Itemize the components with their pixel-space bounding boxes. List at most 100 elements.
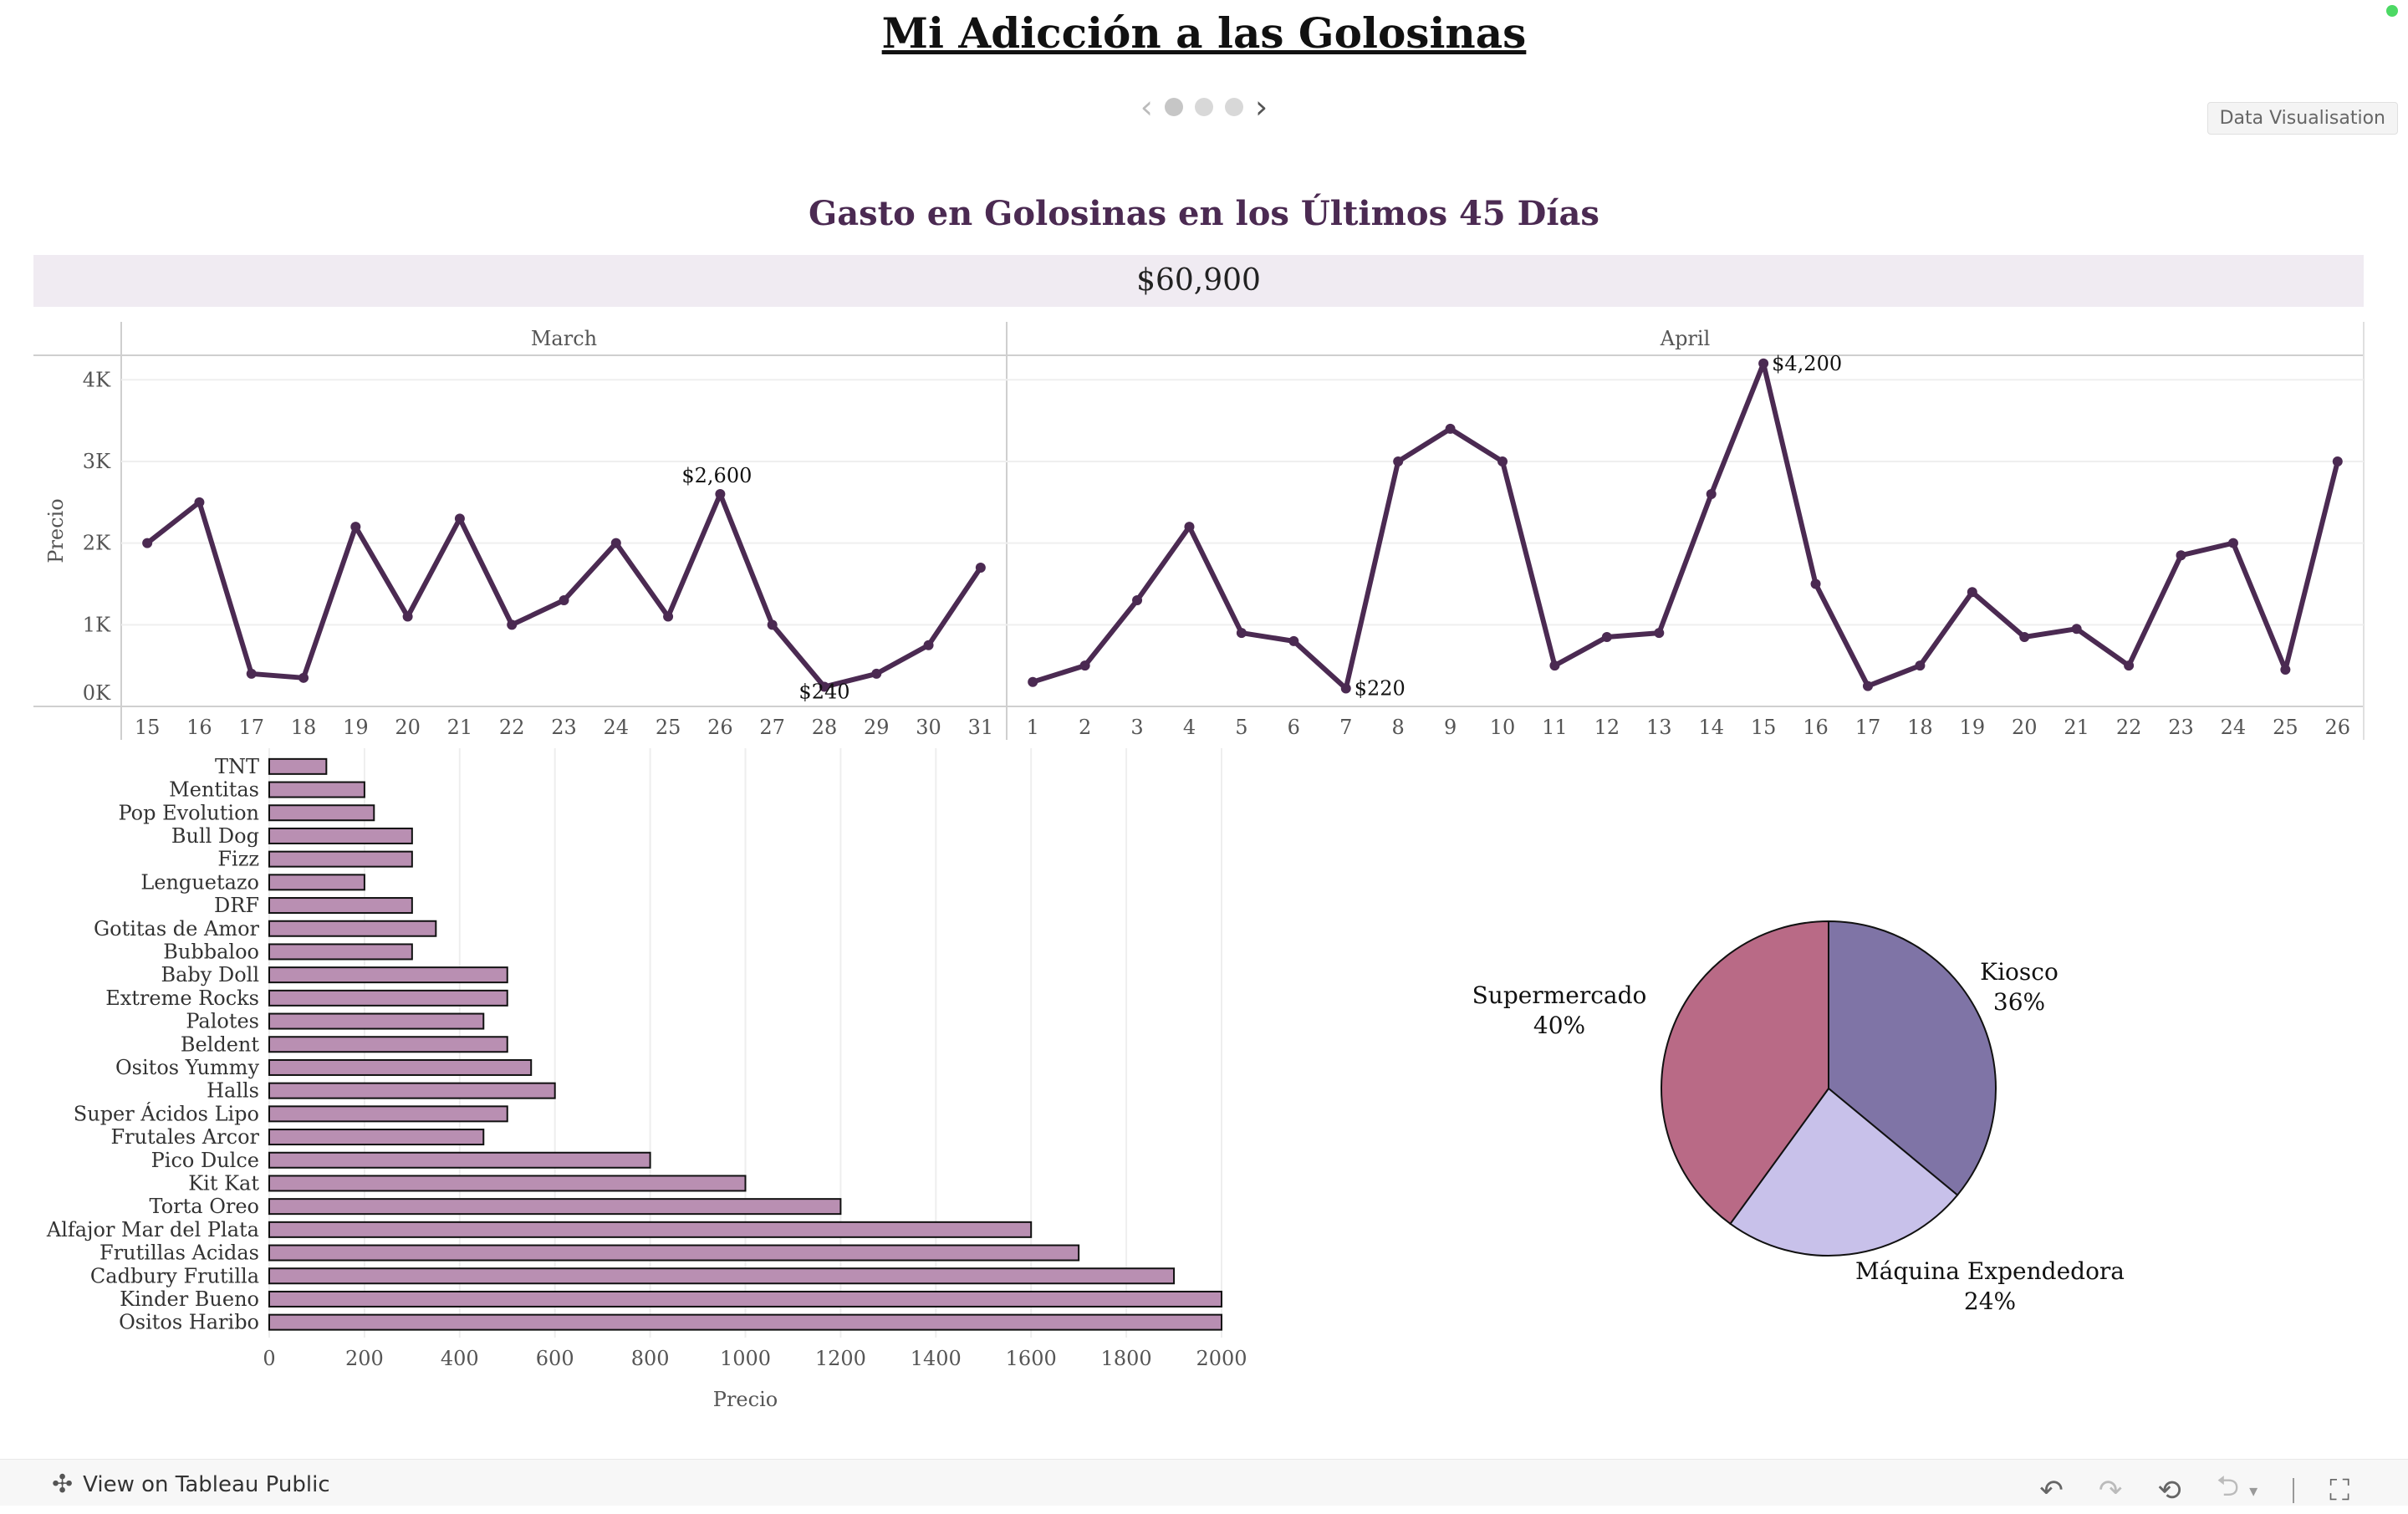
x-tick-label: 26 [707, 716, 733, 739]
category-label: Torta Oreo [150, 1195, 259, 1218]
x-tick-label: 16 [1803, 716, 1829, 739]
x-tick-label: 20 [2012, 716, 2038, 739]
bar [268, 874, 365, 891]
category-label: Gotitas de Amor [94, 917, 260, 941]
category-label: Pico Dulce [151, 1149, 259, 1172]
x-tick-label: 1800 [1101, 1347, 1152, 1370]
data-point [1079, 660, 1090, 671]
data-point [298, 672, 309, 683]
story-point-2[interactable] [1195, 98, 1213, 116]
redo-icon[interactable]: ↷ [2098, 1473, 2123, 1507]
x-tick-label: 12 [1594, 716, 1620, 739]
category-label: Pop Evolution [118, 801, 259, 824]
x-tick-label: 15 [135, 716, 161, 739]
bar [268, 989, 508, 1007]
slice-percent: 24% [1964, 1287, 2016, 1315]
data-point [1393, 456, 1404, 466]
category-label: Frutillas Acidas [99, 1241, 259, 1265]
category-label: Alfajor Mar del Plata [46, 1218, 259, 1241]
x-tick-label: 25 [2273, 716, 2298, 739]
category-label: Frutales Arcor [110, 1125, 259, 1149]
category-label: Mentitas [169, 778, 259, 802]
bar [268, 1175, 747, 1192]
data-point [1340, 683, 1351, 694]
pie-slice [1729, 1087, 1959, 1257]
slice-label: Kiosco [1980, 958, 2059, 986]
bar [268, 804, 375, 822]
share-icon[interactable]: ⮌ [2216, 1470, 2240, 1503]
fullscreen-icon[interactable]: ⛶ [2329, 1473, 2349, 1507]
data-point [142, 538, 153, 548]
category-label: Lenguetazo [140, 870, 259, 894]
story-point-1[interactable] [1165, 98, 1183, 116]
pie-slice [1661, 920, 1829, 1226]
bar [268, 1036, 508, 1053]
bar [268, 1221, 1033, 1238]
total-value: $60,900 [1136, 263, 1261, 298]
view-on-tableau-label: View on Tableau Public [83, 1471, 330, 1497]
series-line-april [1032, 360, 2340, 691]
bar [268, 1313, 1222, 1331]
view-on-tableau-link[interactable]: ✣ View on Tableau Public [52, 1470, 330, 1499]
bar [268, 827, 413, 844]
toolbar-divider [2293, 1477, 2295, 1503]
category-label: Cadbury Frutilla [90, 1264, 259, 1287]
chevron-left-icon[interactable]: ‹ [1140, 89, 1153, 125]
data-label: $220 [1354, 677, 1406, 701]
footer-toolbar: ✣ View on Tableau Public ↶ ↷ ⟲ ⮌ ▾ ⛶ [0, 1459, 2408, 1507]
revert-icon[interactable]: ⟲ [2157, 1473, 2181, 1507]
story-title: Mi Adicción a las Golosinas [881, 8, 1527, 58]
x-tick-label: 21 [447, 716, 473, 739]
tableau-logo-icon: ✣ [52, 1470, 74, 1499]
slice-label: Supermercado [1472, 981, 1647, 1009]
x-tick-label: 19 [1960, 716, 1986, 739]
x-tick-label: 28 [812, 716, 838, 739]
data-point [559, 595, 569, 606]
data-point [1288, 635, 1299, 646]
bar [268, 920, 437, 937]
data-point [1706, 489, 1717, 500]
data-point [663, 611, 674, 622]
category-label: Fizz [217, 848, 259, 871]
chevron-right-icon[interactable]: › [1255, 89, 1268, 125]
data-point [1028, 676, 1038, 687]
bar [268, 850, 413, 868]
bar [268, 1058, 533, 1076]
undo-icon[interactable]: ↶ [2039, 1473, 2064, 1507]
category-label: Extreme Rocks [105, 986, 259, 1010]
x-tick-label: 11 [1542, 716, 1568, 739]
chevron-down-icon[interactable]: ▾ [2249, 1480, 2258, 1501]
pie-slice [1828, 920, 1997, 1196]
data-point [2071, 624, 2082, 635]
data-point [402, 611, 413, 622]
x-tick-label: 16 [186, 716, 212, 739]
x-tick-label: 13 [1646, 716, 1672, 739]
x-tick-label: 1400 [911, 1347, 962, 1370]
story-point-3[interactable] [1225, 98, 1243, 116]
data-point [1601, 631, 1612, 642]
x-tick-label: 15 [1751, 716, 1777, 739]
x-tick-label: 2 [1079, 716, 1091, 739]
panel-label-april: April [1660, 327, 1711, 350]
x-tick-label: 4 [1183, 716, 1196, 739]
bar [268, 1198, 842, 1216]
bar [268, 781, 365, 798]
y-tick-label: 2K [83, 532, 111, 555]
data-point [1862, 681, 1873, 691]
x-tick-label: 14 [1698, 716, 1724, 739]
data-point [2280, 665, 2291, 675]
category-label: Bubbaloo [163, 940, 259, 963]
bar [268, 757, 328, 775]
y-tick-label: 4K [83, 368, 111, 391]
x-tick-label: 22 [499, 716, 525, 739]
data-point [350, 522, 361, 533]
bar [268, 1105, 508, 1123]
x-tick-label: 9 [1444, 716, 1457, 739]
category-label: Halls [207, 1079, 259, 1103]
candy-price-bar-chart: 0 200 400 600 800 1000 1200 1400 1600 1800 2000 Pre… [46, 748, 1247, 1411]
slice-label: Máquina Expendedora [1855, 1257, 2125, 1285]
data-point [1967, 587, 1977, 598]
slice-percent: 36% [1993, 988, 2045, 1016]
y-tick-label: 0K [83, 681, 111, 705]
